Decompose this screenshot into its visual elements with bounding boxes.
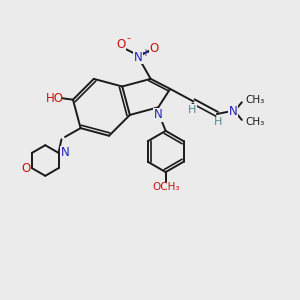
Text: N: N <box>61 146 69 159</box>
Text: N: N <box>134 51 142 64</box>
Text: CH₃: CH₃ <box>245 117 265 127</box>
Text: O: O <box>116 38 125 51</box>
Text: N: N <box>229 105 237 118</box>
Text: N: N <box>154 108 163 121</box>
Text: HO: HO <box>46 92 64 105</box>
Text: H: H <box>214 117 223 127</box>
Text: -: - <box>126 33 130 43</box>
Text: H: H <box>188 105 196 115</box>
Text: +: + <box>141 48 149 58</box>
Text: OCH₃: OCH₃ <box>152 182 179 192</box>
Text: O: O <box>21 162 30 175</box>
Text: O: O <box>150 42 159 55</box>
Text: CH₃: CH₃ <box>245 95 265 105</box>
